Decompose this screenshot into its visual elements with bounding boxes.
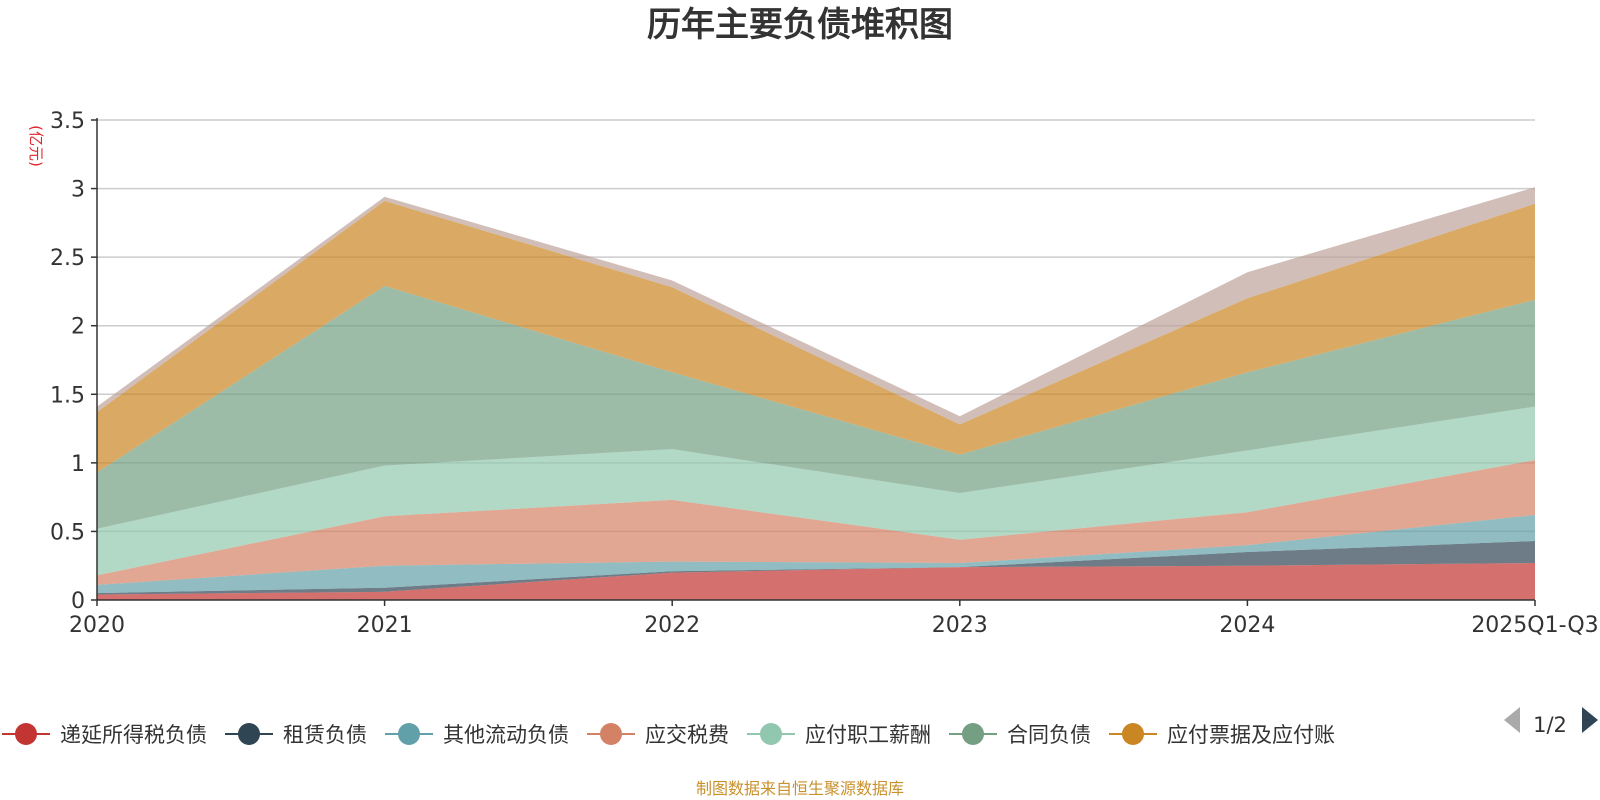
legend-label: 合同负债: [1007, 723, 1091, 747]
area-series-3: [97, 460, 1535, 585]
x-tick-label: 2022: [644, 613, 700, 638]
legend-label: 应付票据及应付账: [1167, 723, 1335, 747]
y-tick-label: 2: [71, 315, 85, 340]
legend: 递延所得税负债 租赁负债 其他流动负债 应交税费 应付职工薪酬 合同负债 应付票据及应付账: [2, 723, 1335, 747]
legend-circle-marker: [962, 723, 984, 745]
legend-label: 递延所得税负债: [60, 723, 207, 747]
x-tick-label: 2020: [69, 613, 125, 638]
x-tick-label: 2025Q1-Q3: [1471, 613, 1598, 638]
legend-page-indicator: 1/2: [1533, 713, 1567, 737]
legend-label: 应交税费: [645, 723, 729, 747]
legend-next-page-arrow-icon[interactable]: [1582, 707, 1598, 733]
x-tick-label: 2024: [1219, 613, 1275, 638]
y-tick-label: 2.5: [50, 246, 85, 271]
legend-item: 其他流动负债: [385, 723, 569, 747]
legend-circle-marker: [600, 723, 622, 745]
legend-circle-marker: [15, 723, 37, 745]
data-source-note: 制图数据来自恒生聚源数据库: [696, 779, 904, 798]
area-series-layer: [97, 187, 1535, 600]
area-series-4: [97, 406, 1535, 576]
legend-label: 租赁负债: [283, 723, 367, 747]
y-tick-label: 3: [71, 178, 85, 203]
legend-label: 应付职工薪酬: [805, 723, 931, 747]
legend-item: 递延所得税负债: [2, 723, 207, 747]
x-tick-label: 2023: [932, 613, 988, 638]
legend-item: 应交税费: [587, 723, 729, 747]
legend-circle-marker: [398, 723, 420, 745]
area-series-2: [97, 515, 1535, 594]
legend-pager: 1/2: [1504, 707, 1598, 737]
legend-item: 应付职工薪酬: [747, 723, 931, 747]
y-tick-label: 0.5: [50, 520, 85, 545]
chart-title: 历年主要负债堆积图: [647, 5, 953, 45]
area-series-6: [97, 200, 1535, 473]
legend-circle-marker: [760, 723, 782, 745]
y-axis-unit-label: (亿元): [27, 125, 45, 167]
legend-label: 其他流动负债: [443, 723, 569, 747]
y-tick-label: 1.5: [50, 383, 85, 408]
y-tick-label: 0: [71, 589, 85, 614]
legend-prev-page-arrow-icon[interactable]: [1504, 707, 1520, 733]
area-series-5: [97, 285, 1535, 529]
y-tick-label: 3.5: [50, 109, 85, 134]
legend-item: 合同负债: [949, 723, 1091, 747]
axes: 0 0.5 1 1.5 2 2.5 3 3.5 2020 2021 2022 2023 2024 2025…: [50, 109, 1599, 638]
x-tick-label: 2021: [357, 613, 413, 638]
area-series-0: [97, 563, 1535, 600]
y-tick-label: 1: [71, 452, 85, 477]
legend-circle-marker: [238, 723, 260, 745]
legend-circle-marker: [1122, 723, 1144, 745]
legend-item: 租赁负债: [225, 723, 367, 747]
legend-item: 应付票据及应付账: [1109, 723, 1335, 747]
